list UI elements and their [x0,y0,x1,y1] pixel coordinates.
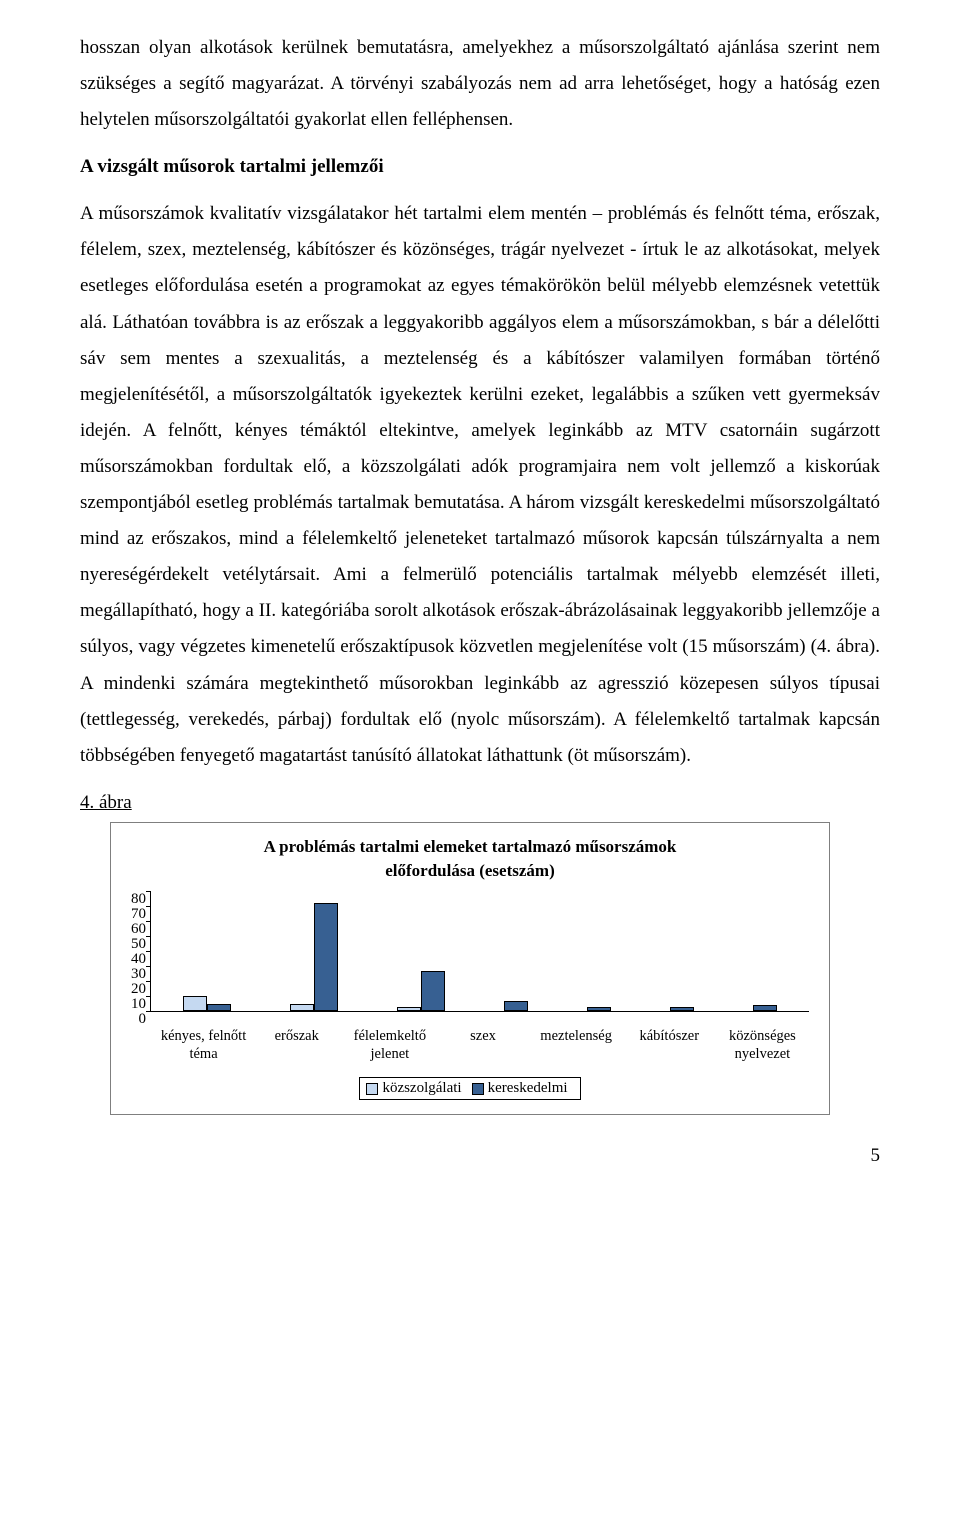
bar-group [504,892,528,1011]
bar-group [587,892,611,1011]
legend-swatch [472,1083,484,1095]
chart-legend: közszolgálati kereskedelmi [131,1077,809,1100]
chart-title: A problémás tartalmi elemeket tartalmazó… [131,835,809,883]
y-tick-label: 70 [131,907,146,922]
x-tick-label: kábítószer [623,1028,716,1063]
y-tick-label: 60 [131,922,146,937]
x-axis-labels: kényes, felnőtt témaerőszakfélelemkeltő … [157,1028,809,1063]
bar [397,1007,421,1012]
x-tick-label: erőszak [250,1028,343,1063]
legend-label: kereskedelmi [488,1080,568,1097]
y-tick-label: 80 [131,892,146,907]
y-tick-mark [146,996,151,997]
y-tick-label: 50 [131,937,146,952]
bar-group [397,892,445,1011]
y-tick-mark [146,936,151,937]
y-tick-mark [146,906,151,907]
chart-title-line2: előfordulása (esetszám) [385,861,555,880]
y-axis: 80706050403020100 [131,892,150,1024]
y-tick-mark [146,921,151,922]
figure-label: 4. ábra [80,792,880,814]
bar [587,1007,611,1012]
bar [753,1005,777,1011]
page-number: 5 [80,1145,880,1167]
legend-swatch [366,1083,378,1095]
y-tick-mark [146,981,151,982]
y-tick-mark [146,951,151,952]
plot-area: 80706050403020100 [131,892,809,1024]
body-paragraph: A műsorszámok kvalitatív vizsgálatakor h… [80,196,880,774]
bar-group [183,892,231,1011]
chart-container: A problémás tartalmi elemeket tartalmazó… [110,822,830,1115]
y-tick-label: 40 [131,952,146,967]
bar [183,996,207,1011]
y-tick-label: 0 [139,1012,147,1027]
bar [314,903,338,1011]
y-tick-label: 30 [131,967,146,982]
chart-title-line1: A problémás tartalmi elemeket tartalmazó… [264,837,677,856]
bar [207,1004,231,1012]
y-tick-mark [146,1011,151,1012]
y-tick-mark [146,891,151,892]
x-tick-label: meztelenség [530,1028,623,1063]
section-heading: A vizsgált műsorok tartalmi jellemzői [80,156,880,178]
legend-box: közszolgálati kereskedelmi [359,1077,580,1100]
intro-paragraph: hosszan olyan alkotások kerülnek bemutat… [80,30,880,138]
y-tick-label: 10 [131,997,146,1012]
bar [421,971,445,1012]
bar-group [753,892,777,1011]
bar-group [290,892,338,1011]
x-tick-label: félelemkeltő jelenet [343,1028,436,1063]
y-tick-label: 20 [131,982,146,997]
x-tick-label: közönséges nyelvezet [716,1028,809,1063]
bar [504,1001,528,1012]
x-tick-label: kényes, felnőtt téma [157,1028,250,1063]
y-tick-mark [146,966,151,967]
legend-label: közszolgálati [382,1080,461,1097]
x-tick-label: szex [436,1028,529,1063]
bar-plot [150,892,809,1012]
bar [670,1007,694,1012]
bar [290,1004,314,1012]
bar-group [670,892,694,1011]
